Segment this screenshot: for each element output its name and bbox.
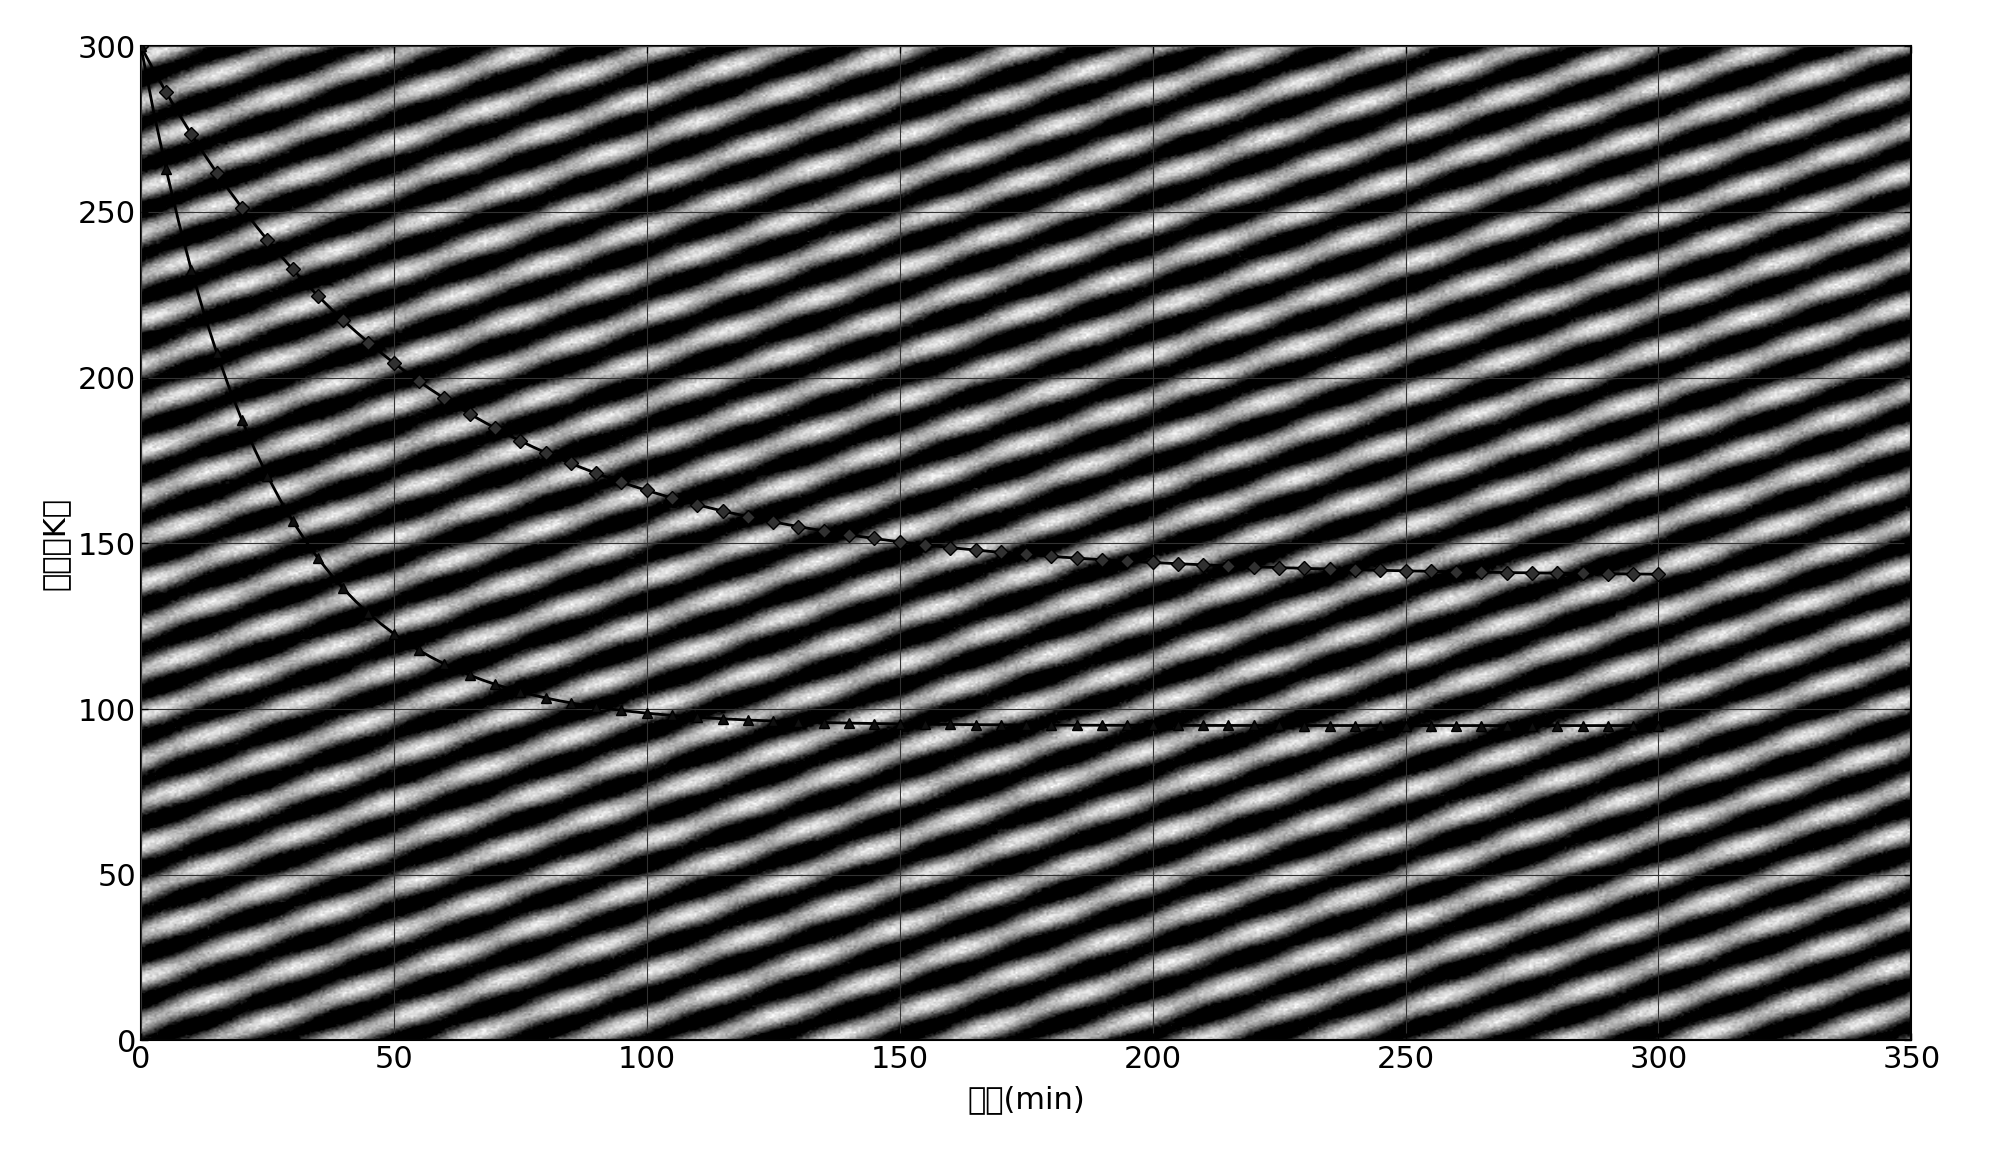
Y-axis label: 温度（K）: 温度（K）	[40, 497, 68, 590]
X-axis label: 时间(min): 时间(min)	[968, 1085, 1084, 1114]
